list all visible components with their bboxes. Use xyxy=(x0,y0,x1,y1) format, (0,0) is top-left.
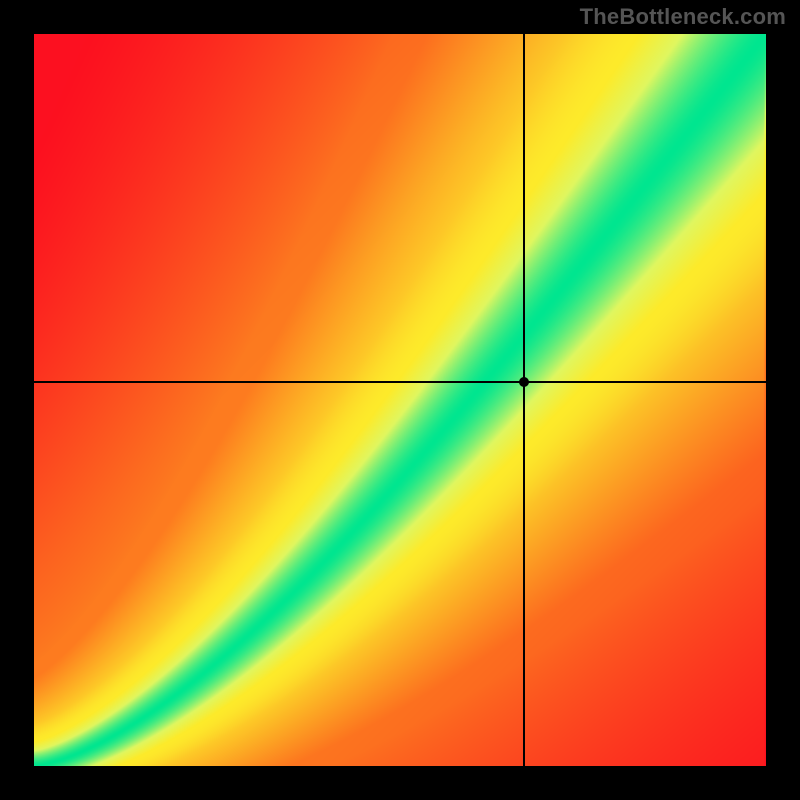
watermark-text: TheBottleneck.com xyxy=(580,4,786,30)
bottleneck-heatmap xyxy=(34,34,766,766)
chart-container: TheBottleneck.com xyxy=(0,0,800,800)
